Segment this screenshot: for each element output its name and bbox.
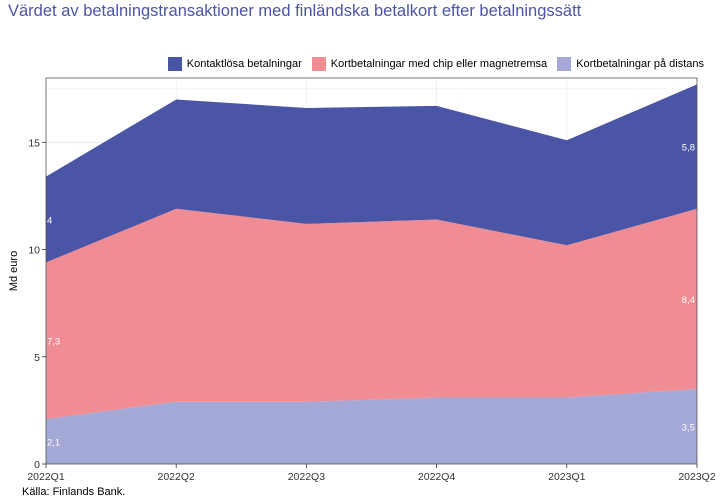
x-tick-label: 2022Q2 [158,471,196,483]
chart-legend: Kontaktlösa betalningar Kortbetalningar … [158,57,704,71]
data-label: 2,1 [47,437,60,448]
legend-item-chip: Kortbetalningar med chip eller magnetrem… [311,57,548,71]
legend-item-contactless: Kontaktlösa betalningar [167,57,302,71]
plot-border [45,77,698,465]
data-label: 3,5 [682,422,695,433]
x-tick-label: 2022Q1 [27,471,65,483]
source-note: Källa: Finlands Bank. [22,486,126,498]
legend-label-chip: Kortbetalningar med chip eller magnetrem… [330,58,548,70]
y-axis-title: Md euro [8,251,20,291]
legend-label-contactless: Kontaktlösa betalningar [186,58,302,70]
data-label: 5,8 [682,143,695,154]
legend-item-remote: Kortbetalningar på distans [557,57,704,71]
data-label: 4 [47,216,52,227]
legend-swatch-contactless [167,57,182,71]
chart-title: Värdet av betalningstransaktioner med fi… [8,2,582,20]
x-tick-label: 2022Q3 [288,471,326,483]
x-tick-label: 2023Q2 [678,471,716,483]
area-series-0 [46,388,697,464]
y-tick-label: 0 [34,459,40,471]
legend-label-remote: Kortbetalningar på distans [576,58,704,70]
data-label: 8,4 [682,295,695,306]
y-tick-label: 10 [28,245,40,257]
area-series-2 [46,84,697,263]
legend-swatch-remote [557,57,572,71]
legend-swatch-chip [311,57,326,71]
y-tick-label: 15 [28,137,40,149]
x-tick-label: 2023Q1 [548,471,586,483]
area-series-1 [46,208,697,419]
y-tick-label: 5 [34,352,40,364]
x-tick-label: 2022Q4 [418,471,456,483]
data-label: 7,3 [47,337,60,348]
